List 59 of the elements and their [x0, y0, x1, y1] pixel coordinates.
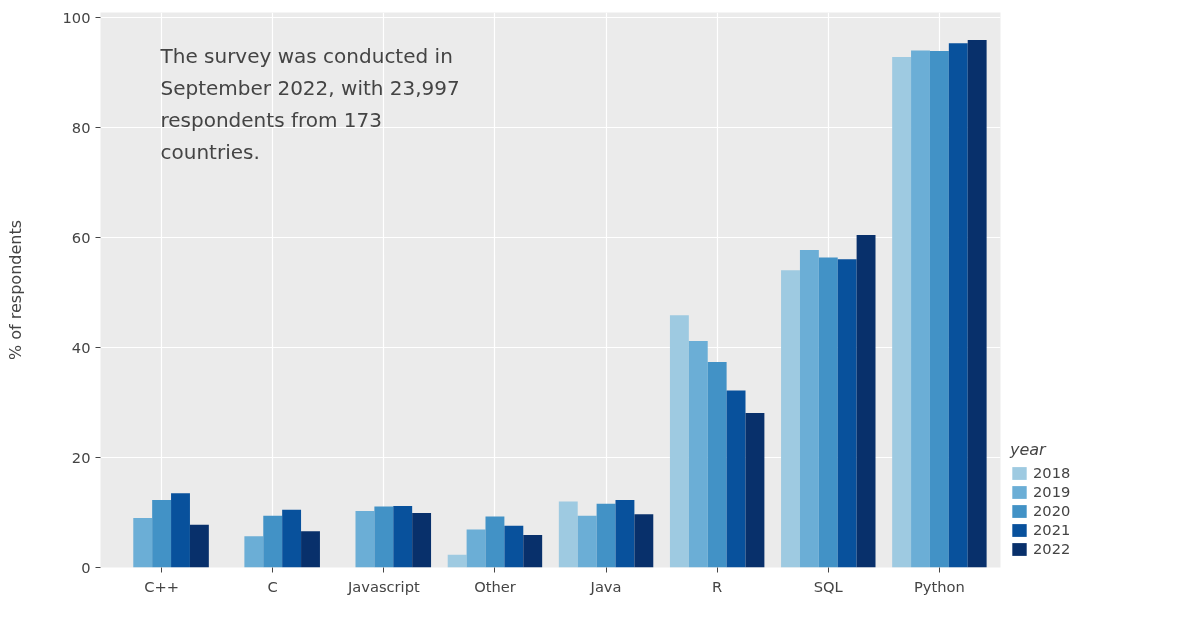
x-tick-label: R [712, 577, 723, 595]
bar [929, 50, 949, 568]
bar [967, 39, 987, 568]
legend-label: 2019 [1033, 483, 1071, 500]
x-tick-label: Java [589, 577, 622, 595]
x-tick-label: Other [474, 577, 517, 595]
bar [558, 501, 578, 568]
bar [447, 554, 467, 568]
legend-label: 2018 [1033, 464, 1071, 481]
legend-label: 2020 [1033, 502, 1071, 519]
bar [355, 510, 375, 568]
legend-label: 2021 [1033, 521, 1071, 538]
bar [485, 516, 505, 568]
bar [634, 514, 654, 568]
bar [393, 505, 413, 568]
bar [577, 515, 597, 568]
y-tick-label: 40 [71, 338, 91, 356]
bar [726, 390, 746, 568]
bar [745, 413, 765, 568]
bar [152, 499, 172, 568]
y-tick-label: 60 [71, 228, 91, 246]
bar [282, 509, 302, 568]
bar [799, 249, 819, 568]
bar [892, 57, 912, 568]
y-tick-label: 20 [71, 448, 91, 466]
bar [856, 235, 876, 568]
bar [133, 518, 153, 568]
bar [466, 529, 486, 568]
y-tick-label: 0 [81, 558, 91, 576]
bar [948, 43, 968, 568]
x-tick-label: SQL [813, 577, 844, 595]
bar [301, 531, 320, 568]
bar [244, 536, 264, 568]
bar [707, 361, 727, 568]
bar [504, 525, 524, 568]
x-tick-label: C++ [144, 577, 180, 595]
bar [688, 341, 708, 568]
y-tick-label: 80 [71, 118, 91, 136]
bar [837, 259, 857, 568]
bar [781, 270, 800, 568]
x-tick-label: Python [913, 577, 965, 595]
legend-title: year [1010, 440, 1048, 459]
bar [171, 493, 190, 568]
bar [189, 524, 209, 568]
y-axis-title: % of respondents [5, 219, 25, 361]
bar [374, 506, 394, 568]
bar [669, 315, 689, 568]
bar [263, 515, 283, 568]
x-tick-label: Javascript [346, 577, 420, 595]
annotation: The survey was conducted in September 2022, with 23,997 respondents from 173 countries. [159, 43, 460, 164]
bar [412, 513, 432, 568]
bar [596, 503, 616, 568]
y-tick-label: 100 [62, 9, 91, 26]
x-tick-label: C [267, 577, 278, 595]
bar [911, 50, 930, 568]
bar [523, 535, 543, 568]
bar [615, 499, 635, 568]
legend-label: 2022 [1033, 540, 1071, 557]
bar [818, 257, 838, 568]
